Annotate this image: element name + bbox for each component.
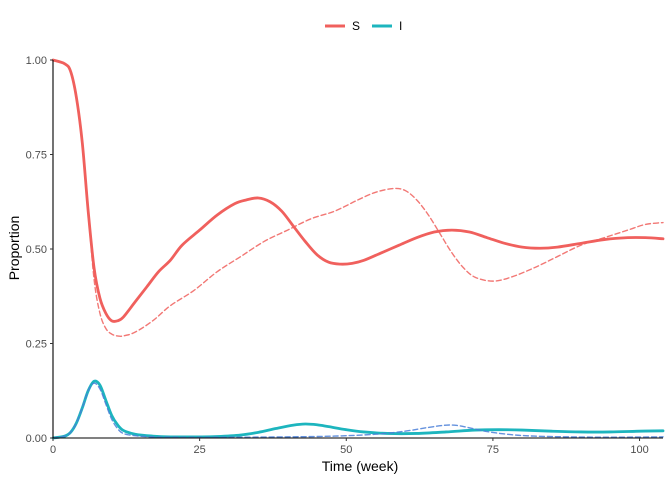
- y-tick-label: 0.25: [26, 339, 47, 351]
- x-tick-label: 75: [487, 444, 499, 456]
- y-tick-label: 0.75: [26, 150, 47, 162]
- y-tick-label: 1.00: [26, 55, 47, 67]
- series-line-i-dashed: [52, 382, 664, 439]
- y-tick-label: 0.50: [26, 244, 47, 256]
- y-axis-title: Proportion: [6, 216, 22, 281]
- series-line-s: [51, 58, 665, 323]
- x-tick-label: 100: [630, 444, 648, 456]
- x-axis-title: Time (week): [322, 458, 399, 474]
- y-tick-label: 0.00: [26, 433, 47, 445]
- legend-s-label: S: [352, 19, 360, 33]
- plot-lines: [51, 58, 665, 440]
- axes: 0 25 50 75 100 0.00 0.25 0.50 0.75 1.00: [26, 55, 663, 456]
- x-tick-label: 50: [340, 444, 352, 456]
- legend: S I: [325, 19, 402, 33]
- x-tick-label: 0: [50, 444, 56, 456]
- series-line-s-dashed: [52, 59, 664, 337]
- series-line-i: [51, 379, 665, 440]
- x-tick-label: 25: [194, 444, 206, 456]
- legend-i-label: I: [399, 19, 402, 33]
